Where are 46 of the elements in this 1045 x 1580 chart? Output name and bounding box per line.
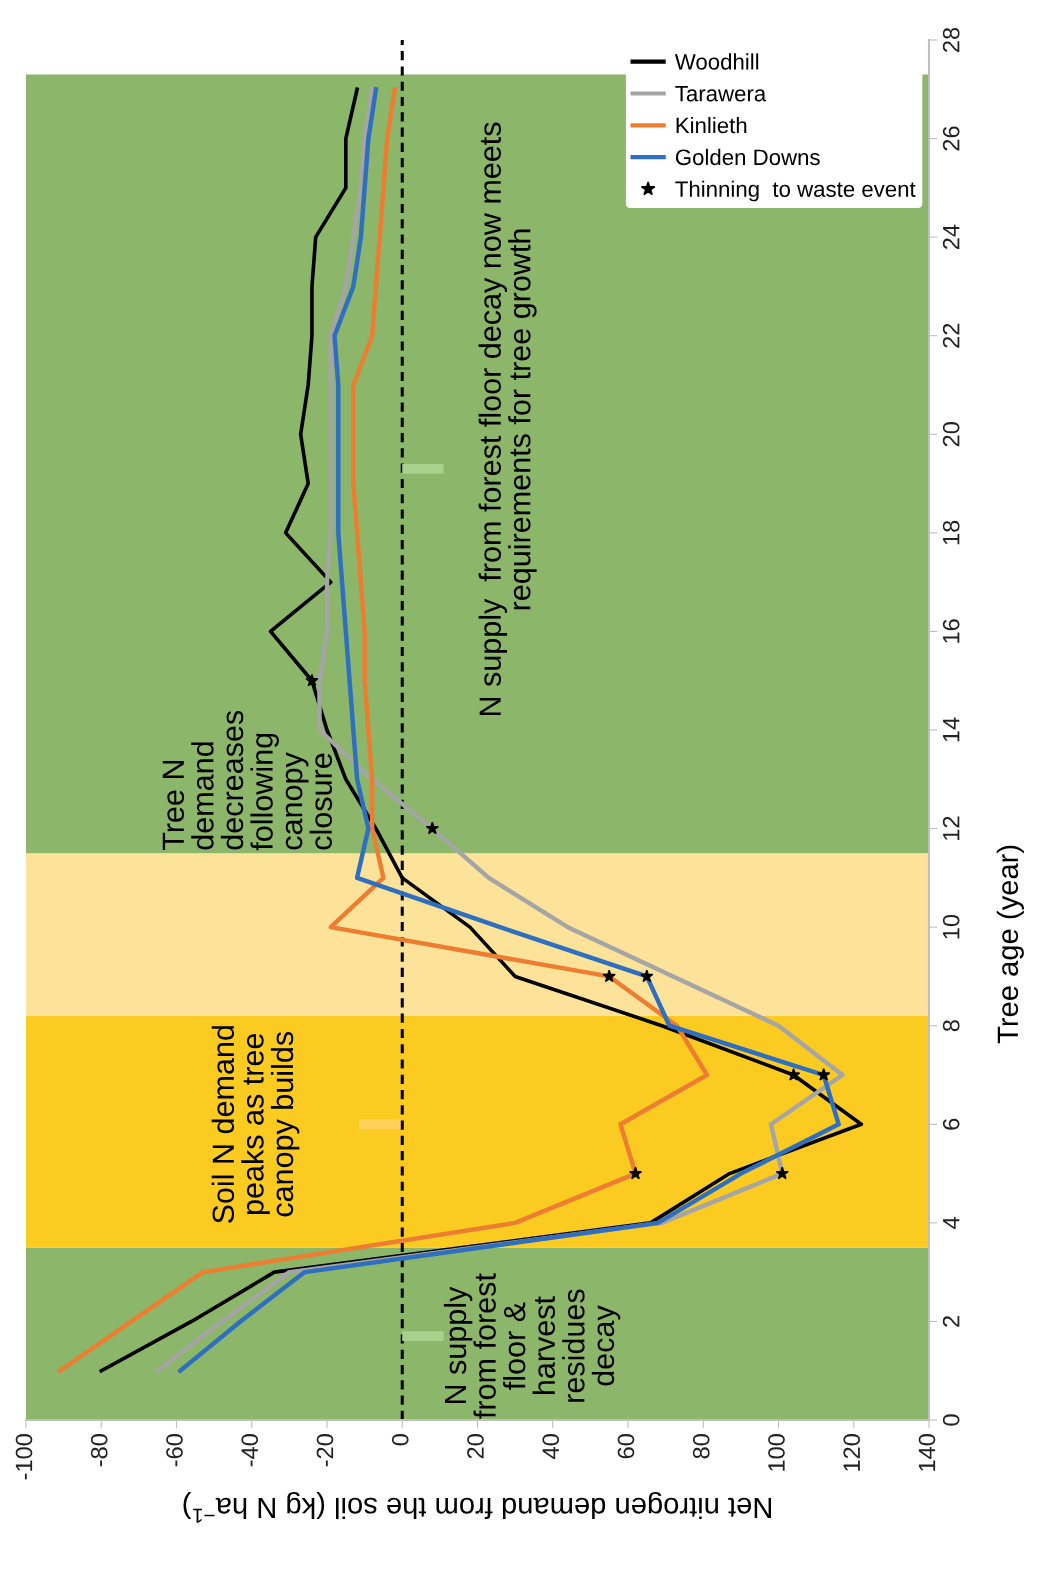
point [628, 1166, 643, 1180]
y-tick-label: 16 [942, 619, 960, 643]
x-tick-label: 40 [542, 1434, 560, 1459]
x-tick-label: 80 [692, 1434, 710, 1459]
y-tick-label: 2 [942, 1316, 960, 1327]
x-tick-label: -40 [241, 1434, 259, 1467]
x-tick-label: -20 [316, 1434, 334, 1467]
x-tick-label: 120 [843, 1434, 861, 1471]
y-tick-label: 4 [943, 1216, 960, 1229]
legend-label: Golden Downs [675, 148, 820, 166]
x-tick-label: -100 [15, 1434, 33, 1480]
y-tick-label: 18 [942, 520, 960, 545]
x-tick-label: -60 [166, 1434, 183, 1467]
x-tick-label: 140 [918, 1434, 936, 1471]
y-tick-label: 8 [942, 1020, 960, 1032]
annotation: Tree N demand decreases following canopy closure [162, 710, 333, 851]
point [817, 1068, 831, 1081]
y-tick-label: 6 [942, 1118, 960, 1130]
x-tick-label: -80 [90, 1434, 108, 1467]
legend-label: Tarawera [675, 85, 767, 102]
x-tick-label: 100 [768, 1434, 785, 1471]
annotation: N supply from forest floor decay now meets requirements for tree growth [478, 122, 537, 716]
y-tick-label: 14 [943, 717, 960, 742]
y-axis-title: Tree age (year) [996, 845, 1024, 1044]
y-tick-label: 28 [942, 27, 960, 52]
x-tick-label: 0 [391, 1434, 409, 1446]
point [305, 673, 319, 687]
legend-label: Kinlieth [676, 116, 747, 134]
point [640, 969, 654, 983]
x-tick-label: 20 [467, 1434, 484, 1459]
point [602, 969, 616, 983]
y-tick-label: 12 [942, 816, 960, 840]
point [425, 821, 439, 835]
y-tick-label: 24 [942, 224, 960, 250]
y-tick-label: 26 [942, 126, 960, 151]
point [775, 1166, 789, 1180]
annotation: Soil N demand peaks as tree canopy builds [211, 1026, 300, 1224]
x-axis-title: Net nitrogen demand from the soil (kg N ha$^{−1}$) [183, 1491, 771, 1523]
x-tick-label: 60 [617, 1434, 635, 1459]
y-tick-label: 22 [942, 323, 960, 348]
y-tick-label: 20 [942, 422, 960, 447]
legend-label: Thinning to waste event [675, 180, 916, 202]
y-tick-label: 10 [942, 914, 960, 939]
legend-label: Woodhill [674, 53, 759, 70]
y-tick-label: 0 [942, 1414, 960, 1426]
annotation: N supply from forest floor & harvest residues decay [443, 1273, 621, 1419]
